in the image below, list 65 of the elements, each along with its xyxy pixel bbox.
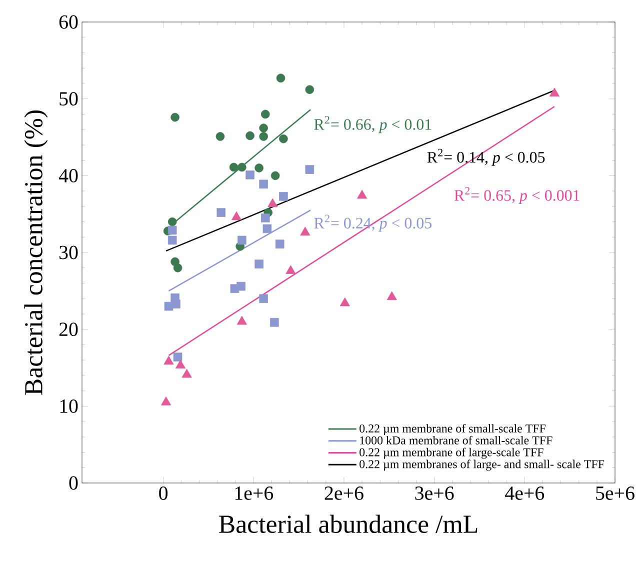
point (170, 112, 180, 122)
x-tick-label: 0 (159, 486, 168, 500)
point (236, 282, 246, 291)
point (260, 214, 270, 222)
point (286, 265, 296, 274)
point (229, 162, 238, 172)
legend-label: 0.22 µm membrane of small-scale TFF (360, 424, 546, 435)
point (259, 180, 268, 189)
annotation: R$^{2}$= 0.66, p < 0.01 (314, 116, 432, 134)
point (172, 300, 180, 308)
x-tick-label: 4e+6 (505, 486, 544, 500)
point (175, 360, 186, 368)
point (305, 165, 314, 174)
point (216, 208, 226, 217)
point (246, 131, 254, 140)
y-tick-label: 40 (58, 168, 78, 182)
y-axis-title: Bacterial concentration (%) (24, 110, 48, 395)
point (168, 236, 177, 245)
point (279, 192, 288, 201)
point (260, 110, 270, 119)
point (259, 294, 268, 303)
y-tick-label: 10 (60, 399, 78, 413)
legend-label: 0.22 µm membrane of large-scale TFF (360, 448, 544, 459)
point (238, 162, 246, 172)
point (254, 260, 264, 268)
point (168, 226, 177, 235)
point (268, 198, 278, 208)
y-tick-label: 60 (59, 15, 78, 29)
x-tick-label: 3e+6 (415, 486, 454, 500)
point (259, 132, 268, 141)
y-tick-label: 30 (60, 246, 78, 260)
point (270, 318, 279, 327)
point (276, 74, 286, 82)
point (259, 124, 268, 132)
point (182, 368, 192, 378)
point (270, 171, 280, 180)
point (216, 132, 225, 141)
y-tick-label: 20 (59, 322, 78, 336)
point (236, 316, 247, 325)
point (300, 226, 310, 236)
point (254, 164, 264, 172)
point (160, 396, 172, 406)
point (246, 170, 254, 180)
point (340, 297, 350, 306)
point (173, 352, 182, 362)
point (168, 217, 177, 226)
legend-label: 1000 kDa membrane of small-scale TFF (360, 436, 552, 444)
point (357, 190, 368, 199)
legend-label: 0.22 µm membranes of large- and small- scale TFF (360, 460, 604, 471)
point (173, 263, 182, 272)
point (275, 240, 284, 248)
point (164, 356, 174, 365)
point (279, 134, 288, 144)
y-tick-label: 50 (60, 92, 78, 106)
x-axis-title: Bacterial abundance /mL (219, 514, 478, 534)
x-tick-label: 1e+6 (235, 486, 274, 500)
point (386, 291, 397, 300)
point (262, 224, 272, 234)
x-tick-label: 2e+6 (324, 486, 364, 500)
y-tick-label: 0 (69, 476, 78, 490)
point (231, 211, 242, 220)
point (305, 85, 314, 94)
annotation: R$^{2}$= 0.65, p < 0.001 (454, 186, 580, 204)
point (238, 236, 246, 245)
x-tick-label: 5e+6 (596, 486, 634, 500)
